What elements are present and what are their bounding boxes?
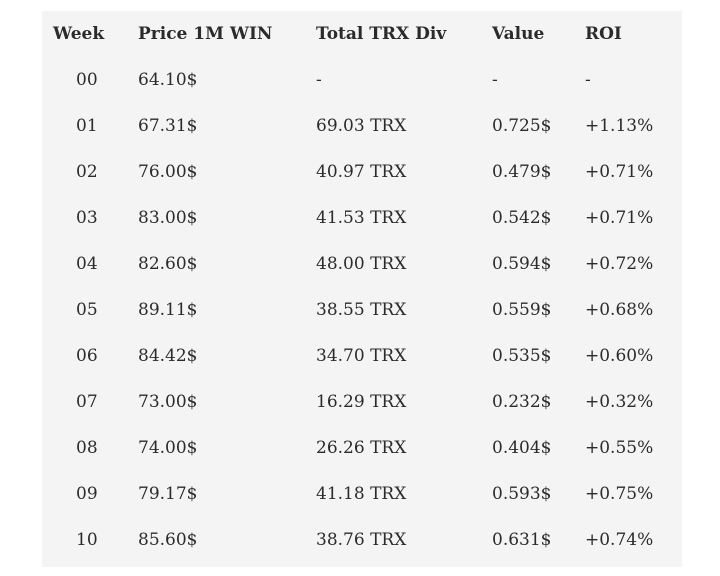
cell-total-trx-div: 40.97 TRX: [316, 162, 407, 182]
cell-price: 79.17$: [138, 484, 198, 504]
cell-value: 0.479$: [492, 162, 552, 182]
cell-price: 83.00$: [138, 208, 198, 228]
cell-week: 00: [76, 70, 98, 90]
table-row: 07 73.00$ 16.29 TRX 0.232$ +0.32%: [42, 379, 682, 425]
cell-value: 0.631$: [492, 530, 552, 550]
cell-price: 73.00$: [138, 392, 198, 412]
cell-week: 09: [76, 484, 98, 504]
cell-value: 0.542$: [492, 208, 552, 228]
table-row: 00 64.10$ - - -: [42, 57, 682, 103]
cell-total-trx-div: 41.53 TRX: [316, 208, 407, 228]
cell-week: 10: [76, 530, 98, 550]
cell-price: 74.00$: [138, 438, 198, 458]
cell-roi: +0.72%: [585, 254, 654, 274]
cell-value: 0.535$: [492, 346, 552, 366]
cell-week: 06: [76, 346, 98, 366]
cell-roi: -: [585, 70, 591, 90]
cell-week: 01: [76, 116, 98, 136]
cell-week: 04: [76, 254, 98, 274]
cell-price: 84.42$: [138, 346, 198, 366]
table-header: Week Price 1M WIN Total TRX Div Value RO…: [42, 11, 682, 57]
table-row: 01 67.31$ 69.03 TRX 0.725$ +1.13%: [42, 103, 682, 149]
cell-value: 0.594$: [492, 254, 552, 274]
cell-week: 03: [76, 208, 98, 228]
cell-total-trx-div: 41.18 TRX: [316, 484, 407, 504]
table-row: 03 83.00$ 41.53 TRX 0.542$ +0.71%: [42, 195, 682, 241]
dividend-table: Week Price 1M WIN Total TRX Div Value RO…: [42, 11, 682, 563]
cell-total-trx-div: 38.76 TRX: [316, 530, 407, 550]
table-row: 08 74.00$ 26.26 TRX 0.404$ +0.55%: [42, 425, 682, 471]
table-row: 10 85.60$ 38.76 TRX 0.631$ +0.74%: [42, 517, 682, 563]
table-row: 02 76.00$ 40.97 TRX 0.479$ +0.71%: [42, 149, 682, 195]
cell-roi: +0.60%: [585, 346, 654, 366]
table-row: 06 84.42$ 34.70 TRX 0.535$ +0.60%: [42, 333, 682, 379]
cell-roi: +0.68%: [585, 300, 654, 320]
cell-roi: +0.71%: [585, 208, 654, 228]
cell-price: 67.31$: [138, 116, 198, 136]
cell-week: 07: [76, 392, 98, 412]
cell-value: 0.404$: [492, 438, 552, 458]
cell-price: 76.00$: [138, 162, 198, 182]
cell-week: 02: [76, 162, 98, 182]
cell-price: 85.60$: [138, 530, 198, 550]
cell-total-trx-div: 34.70 TRX: [316, 346, 407, 366]
cell-roi: +0.75%: [585, 484, 654, 504]
cell-value: 0.559$: [492, 300, 552, 320]
cell-roi: +0.55%: [585, 438, 654, 458]
table-body: 00 64.10$ - - - 01 67.31$ 69.03 TRX 0.72…: [42, 57, 682, 563]
header-row: Week Price 1M WIN Total TRX Div Value RO…: [42, 11, 682, 57]
cell-roi: +0.71%: [585, 162, 654, 182]
table-row: 05 89.11$ 38.55 TRX 0.559$ +0.68%: [42, 287, 682, 333]
cell-roi: +0.74%: [585, 530, 654, 550]
column-header-roi: ROI: [585, 24, 622, 44]
cell-value: 0.232$: [492, 392, 552, 412]
column-header-week: Week: [53, 24, 105, 44]
cell-price: 89.11$: [138, 300, 198, 320]
cell-week: 05: [76, 300, 98, 320]
cell-total-trx-div: 38.55 TRX: [316, 300, 407, 320]
cell-value: 0.725$: [492, 116, 552, 136]
cell-roi: +0.32%: [585, 392, 654, 412]
cell-roi: +1.13%: [585, 116, 654, 136]
cell-total-trx-div: -: [316, 70, 322, 90]
cell-price: 82.60$: [138, 254, 198, 274]
table-row: 09 79.17$ 41.18 TRX 0.593$ +0.75%: [42, 471, 682, 517]
cell-value: 0.593$: [492, 484, 552, 504]
cell-total-trx-div: 69.03 TRX: [316, 116, 407, 136]
cell-week: 08: [76, 438, 98, 458]
table-row: 04 82.60$ 48.00 TRX 0.594$ +0.72%: [42, 241, 682, 287]
cell-value: -: [492, 70, 498, 90]
dividend-table-panel: Week Price 1M WIN Total TRX Div Value RO…: [42, 11, 682, 567]
cell-total-trx-div: 48.00 TRX: [316, 254, 407, 274]
column-header-price: Price 1M WIN: [138, 24, 273, 44]
cell-total-trx-div: 26.26 TRX: [316, 438, 407, 458]
column-header-value: Value: [492, 24, 545, 44]
cell-total-trx-div: 16.29 TRX: [316, 392, 407, 412]
column-header-total-trx-div: Total TRX Div: [316, 24, 447, 44]
cell-price: 64.10$: [138, 70, 198, 90]
